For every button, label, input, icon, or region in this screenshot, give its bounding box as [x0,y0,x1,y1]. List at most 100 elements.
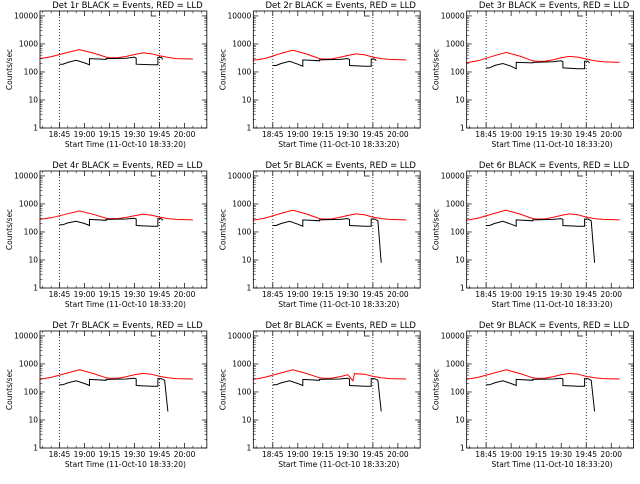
y-tick-label: 10 [242,415,252,424]
events-series-line [486,377,596,412]
y-tick-label: 1000 [19,359,38,368]
x-tick-label: 19:30 [124,450,146,459]
y-tick-label: 10000 [441,331,465,340]
top-bracket-mark [150,331,157,337]
y-tick-label: 10 [28,255,38,264]
y-axis-label: Counts/sec [5,209,14,250]
x-tick-label: 18:45 [262,290,284,299]
x-tick-label: 18:45 [475,290,497,299]
lld-series-line [39,49,193,60]
x-tick-label: 19:30 [337,450,359,459]
top-bracket-mark [150,11,157,17]
events-series-line [59,217,164,227]
x-tick-label: 19:15 [312,450,334,459]
y-tick-label: 1000 [446,39,465,48]
x-tick-label: 19:15 [525,450,547,459]
plot-frame [466,330,634,449]
plot-frame [466,10,634,129]
y-tick-label: 100 [237,387,252,396]
x-tick-label: 20:00 [600,290,622,299]
events-series-line [272,58,377,67]
y-axis-label: Counts/sec [218,369,227,410]
y-tick-label: 10 [242,255,252,264]
lld-series-line [466,369,620,380]
y-tick-label: 1000 [19,39,38,48]
x-tick-label: 19:00 [287,130,309,139]
x-tick-label: 18:45 [49,290,71,299]
x-tick-label: 19:00 [74,290,96,299]
y-tick-label: 100 [24,67,39,76]
chart-panel-5: Det 5r BLACK = Events, RED = LLD 1 10 100 10… [218,161,421,309]
x-tick-label: 20:00 [174,130,196,139]
x-tick-label: 18:45 [49,450,71,459]
x-tick-label: 19:30 [124,290,146,299]
y-tick-label: 1000 [232,39,251,48]
x-tick-label: 19:00 [74,130,96,139]
x-tick-label: 19:45 [149,130,171,139]
y-tick-label: 100 [450,387,465,396]
panel-title: Det 3r BLACK = Events, RED = LLD [479,1,630,11]
y-tick-label: 10000 [227,331,251,340]
y-axis-label: Counts/sec [5,369,14,410]
y-tick-label: 1 [247,284,252,293]
x-tick-label: 19:45 [575,450,597,459]
chart-panel-7: Det 7r BLACK = Events, RED = LLD 1 10 100 10… [5,321,208,469]
y-axis-label: Counts/sec [218,49,227,90]
x-axis-label: Start Time (11-Oct-10 18:33:20) [65,140,186,149]
y-tick-label: 10 [455,415,465,424]
panel-title: Det 1r BLACK = Events, RED = LLD [52,1,203,11]
top-bracket-mark [577,171,583,177]
y-tick-label: 1000 [446,199,465,208]
x-tick-label: 19:45 [362,130,384,139]
y-axis-label: Counts/sec [218,209,227,250]
top-bracket-mark [364,171,370,177]
lld-series-line [39,369,193,380]
chart-panel-2: Det 2r BLACK = Events, RED = LLD 1 10 100 10… [218,1,421,149]
y-tick-label: 1 [460,124,465,133]
panel-title: Det 6r BLACK = Events, RED = LLD [479,161,630,171]
x-tick-label: 18:45 [475,450,497,459]
x-tick-label: 20:00 [600,450,622,459]
panel-title: Det 5r BLACK = Events, RED = LLD [266,161,417,171]
y-tick-label: 1 [33,124,38,133]
x-tick-label: 18:45 [262,130,284,139]
y-tick-label: 10 [28,95,38,104]
lld-series-line [252,49,407,61]
y-tick-label: 100 [24,227,39,236]
plot-frame [39,330,208,449]
x-tick-label: 18:45 [475,130,497,139]
x-tick-label: 19:15 [99,130,121,139]
x-tick-label: 19:30 [337,130,359,139]
chart-panel-3: Det 3r BLACK = Events, RED = LLD 1 10 100 10… [432,1,634,149]
x-tick-label: 19:45 [575,130,597,139]
y-tick-label: 1 [247,444,252,453]
y-tick-label: 10000 [227,11,251,20]
x-tick-label: 19:00 [500,450,522,459]
x-tick-label: 19:15 [99,290,121,299]
y-tick-label: 1 [247,124,252,133]
plot-frame [466,170,634,289]
x-tick-label: 20:00 [387,290,409,299]
panel-title: Det 9r BLACK = Events, RED = LLD [479,321,630,331]
y-axis-label: Counts/sec [5,49,14,90]
y-tick-label: 10000 [14,11,38,20]
x-tick-label: 19:15 [525,130,547,139]
y-tick-label: 10000 [14,171,38,180]
x-tick-label: 19:30 [550,290,572,299]
plot-frame [252,330,421,449]
panel-title: Det 4r BLACK = Events, RED = LLD [52,161,203,171]
y-tick-label: 100 [237,227,252,236]
panel-title: Det 2r BLACK = Events, RED = LLD [266,1,417,11]
x-axis-label: Start Time (11-Oct-10 18:33:20) [65,300,186,309]
x-tick-label: 18:45 [262,450,284,459]
x-axis-label: Start Time (11-Oct-10 18:33:20) [492,300,613,309]
events-series-line [486,60,590,70]
x-tick-label: 19:45 [149,290,171,299]
plot-frame [252,170,421,289]
y-tick-label: 100 [450,67,465,76]
top-bracket-mark [577,11,583,17]
chart-panel-1: Det 1r BLACK = Events, RED = LLD 1 10 100 10… [5,1,208,149]
plot-frame [252,10,421,129]
